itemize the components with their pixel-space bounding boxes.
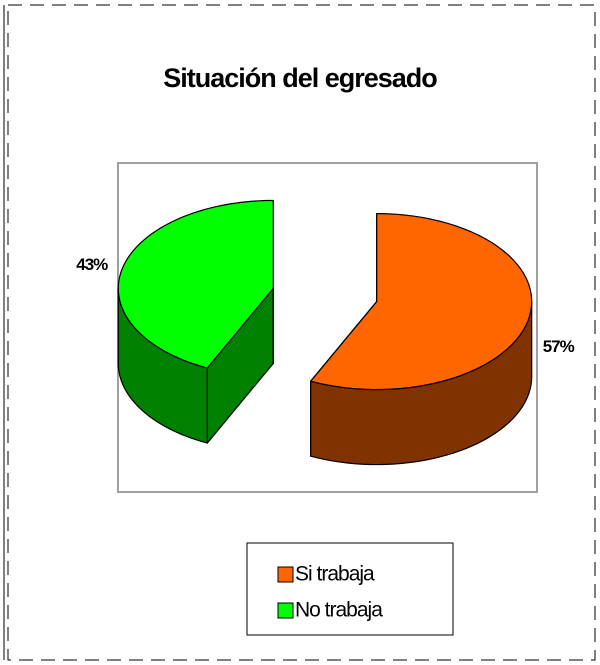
slice	[117, 199, 274, 369]
legend	[246, 542, 454, 636]
legend-label: No trabaja	[295, 599, 383, 622]
legend-label: Si trabaja	[295, 563, 375, 586]
legend-swatch	[277, 566, 294, 583]
chart-border	[7, 4, 596, 661]
chart-title: Situación del egresado	[163, 63, 437, 93]
slice	[310, 212, 533, 391]
legend-swatch	[277, 602, 294, 619]
data-label: 57%	[543, 337, 575, 356]
data-label: 43%	[76, 255, 108, 274]
